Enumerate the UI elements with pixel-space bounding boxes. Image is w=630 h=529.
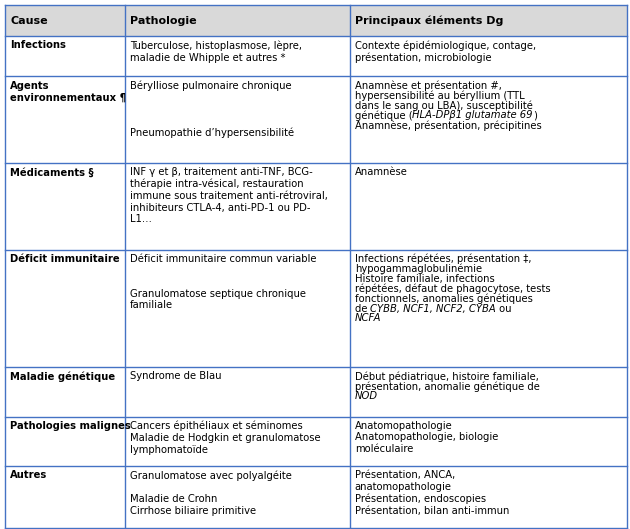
Text: Anamnèse: Anamnèse [355,167,408,177]
Text: Infections répétées, présentation ‡,: Infections répétées, présentation ‡, [355,254,531,264]
Text: Granulomatose avec polyalgéite

Maladie de Crohn
Cirrhose biliaire primitive: Granulomatose avec polyalgéite Maladie d… [130,470,292,516]
Text: Infections: Infections [10,40,66,50]
Text: NOD: NOD [355,391,378,401]
Text: Cancers épithéliaux et séminomes
Maladie de Hodgkin et granulomatose
lymphomatoï: Cancers épithéliaux et séminomes Maladie… [130,421,321,454]
Text: Agents
environnementaux ¶: Agents environnementaux ¶ [10,80,126,102]
Text: Bérylliose pulmonaire chronique



Pneumopathie d’hypersensibilité: Bérylliose pulmonaire chronique Pneumopa… [130,80,294,138]
Text: hypogammaglobulinémie: hypogammaglobulinémie [355,264,482,274]
Text: Histoire familiale, infections: Histoire familiale, infections [355,273,495,284]
Text: ou: ou [496,304,512,314]
Bar [5,5,627,36]
Text: Anatomopathologie
Anatomopathologie, biologie
moléculaire: Anatomopathologie Anatomopathologie, bio… [355,421,498,454]
Text: Médicaments §: Médicaments § [10,167,94,177]
Text: Anamnèse et présentation #,: Anamnèse et présentation #, [355,80,501,91]
Text: Tuberculose, histoplasmose, lèpre,
maladie de Whipple et autres *: Tuberculose, histoplasmose, lèpre, malad… [130,40,302,62]
Text: Principaux éléments Dg: Principaux éléments Dg [355,15,503,26]
Text: Syndrome de Blau: Syndrome de Blau [130,371,221,381]
Text: génétique (: génétique ( [355,111,412,121]
Text: CYBB, NCF1, NCF2, CYBA: CYBB, NCF1, NCF2, CYBA [370,304,496,314]
Text: Maladie génétique: Maladie génétique [10,371,115,382]
Text: Déficit immunitaire: Déficit immunitaire [10,254,120,264]
Text: Autres: Autres [10,470,47,480]
Text: hypersensibilité au béryllium (TTL: hypersensibilité au béryllium (TTL [355,90,524,101]
Text: INF γ et β, traitement anti-TNF, BCG-
thérapie intra-vésical, restauration
immun: INF γ et β, traitement anti-TNF, BCG- th… [130,167,328,224]
Text: fonctionnels, anomalies génétiques: fonctionnels, anomalies génétiques [355,294,532,304]
Text: Contexte épidémiologique, contage,
présentation, microbiologie: Contexte épidémiologique, contage, prése… [355,40,536,63]
Text: Début pédiatrique, histoire familiale,: Début pédiatrique, histoire familiale, [355,371,539,382]
Text: ): ) [533,111,537,121]
Text: Anamnèse, présentation, précipitines: Anamnèse, présentation, précipitines [355,121,541,131]
Text: présentation, anomalie génétique de: présentation, anomalie génétique de [355,381,539,392]
Text: Cause: Cause [10,16,48,26]
Text: NCFA: NCFA [355,314,381,323]
Text: Pathologie: Pathologie [130,16,197,26]
Text: Pathologies malignes: Pathologies malignes [10,421,131,431]
Text: de: de [355,304,370,314]
Text: Présentation, ANCA,
anatomopathologie
Présentation, endoscopies
Présentation, bi: Présentation, ANCA, anatomopathologie Pr… [355,470,509,516]
Text: HLA-DPβ1 glutamate 69: HLA-DPβ1 glutamate 69 [412,111,533,121]
Text: Déficit immunitaire commun variable


Granulomatose septique chronique
familiale: Déficit immunitaire commun variable Gran… [130,254,316,310]
Text: répétées, défaut de phagocytose, tests: répétées, défaut de phagocytose, tests [355,284,551,294]
Text: dans le sang ou LBA), susceptibilité: dans le sang ou LBA), susceptibilité [355,101,532,111]
